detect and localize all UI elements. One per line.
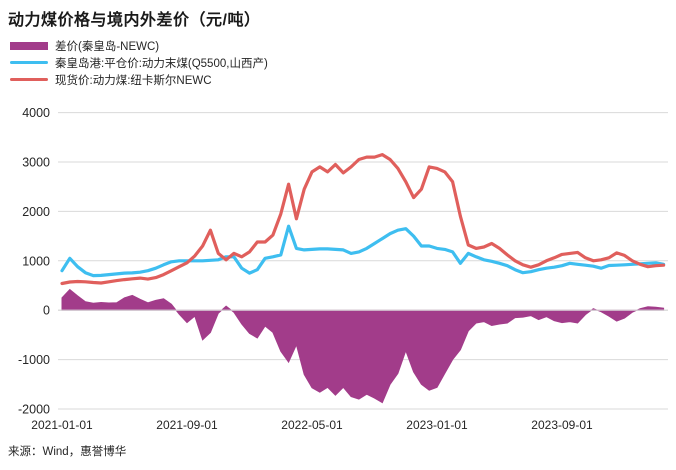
legend: 差价(秦皇岛-NEWC) 秦皇岛港:平仓价:动力末煤(Q5500,山西产) 现货… [10, 37, 268, 88]
newc-price-line [60, 153, 666, 286]
newc-series-swatch [10, 77, 48, 82]
source-note: 来源：Wind，惠誉博华 [8, 446, 127, 458]
y-tick-label: 1000 [22, 254, 50, 268]
x-tick-label: 2023-01-01 [406, 418, 468, 432]
legend-item-diff: 差价(秦皇岛-NEWC) [10, 37, 268, 54]
x-tick-label: 2023-09-01 [531, 418, 593, 432]
x-tick-label: 2021-01-01 [31, 418, 93, 432]
diff-area [61, 288, 665, 404]
y-tick-label: 4000 [22, 106, 50, 120]
diff-series-swatch [10, 41, 48, 50]
y-tick-label: 2000 [22, 205, 50, 219]
qhd-series-label: 秦皇岛港:平仓价:动力末煤(Q5500,山西产) [55, 57, 268, 70]
qhd-price-line [60, 224, 666, 278]
page-title: 动力煤价格与境内外差价（元/吨） [8, 12, 261, 29]
newc-series-label: 现货价:动力煤:纽卡斯尔NEWC [55, 74, 212, 87]
x-tick-label: 2021-09-01 [156, 418, 218, 432]
x-tick-label: 2022-05-01 [281, 418, 343, 432]
y-tick-label: -2000 [18, 403, 50, 417]
y-tick-label: 3000 [22, 156, 50, 170]
y-tick-label: 0 [43, 304, 50, 318]
y-tick-label: -1000 [18, 353, 50, 367]
legend-item-newc: 现货价:动力煤:纽卡斯尔NEWC [10, 71, 268, 88]
qhd-series-swatch [10, 60, 48, 65]
diff-series-label: 差价(秦皇岛-NEWC) [55, 40, 160, 53]
legend-item-qhd: 秦皇岛港:平仓价:动力末煤(Q5500,山西产) [10, 54, 268, 71]
